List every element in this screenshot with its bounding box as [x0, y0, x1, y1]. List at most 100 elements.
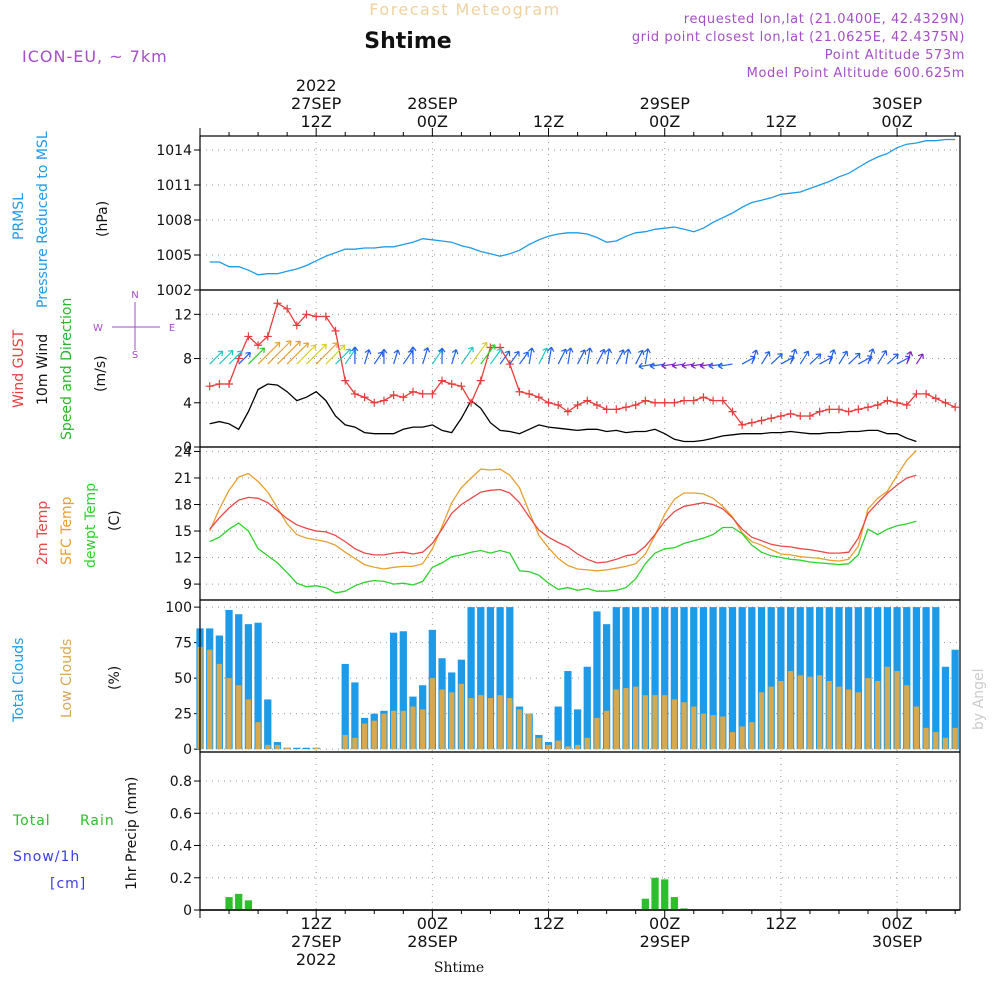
low-clouds-bar: [710, 715, 716, 750]
bottom-time-label: 2022: [296, 950, 337, 969]
low-clouds-bar: [623, 688, 629, 750]
panel-frame: [199, 751, 961, 911]
gust-marker: [312, 312, 321, 321]
wind-direction-arrow: [649, 362, 665, 370]
y-tick-label: 0.6: [170, 806, 192, 822]
wind-direction-arrow: [238, 351, 251, 365]
low-clouds-bar: [768, 686, 774, 750]
total-clouds-bar: [728, 607, 737, 750]
footer-location: Shtime: [434, 960, 484, 976]
low-clouds-bar: [846, 689, 852, 750]
location-title: Shtime: [364, 29, 451, 54]
low-clouds-bar: [420, 709, 426, 750]
gust-marker: [747, 418, 756, 427]
wind-direction-arrow: [209, 350, 224, 365]
total-clouds-label: Total Clouds: [11, 638, 27, 723]
wind-direction-arrow: [364, 349, 372, 365]
low-clouds-bar: [361, 723, 368, 750]
low-clouds-bar: [565, 746, 571, 750]
low-clouds-bar: [865, 678, 871, 750]
y-tick-label: 4: [183, 396, 192, 412]
wind-direction-arrow: [470, 341, 488, 365]
y-tick-label: 1008: [156, 213, 192, 229]
top-time-label: 28SEP: [407, 94, 458, 113]
panel-frame: [199, 289, 961, 448]
total-clouds-bar: [767, 607, 775, 750]
wind-direction-arrow: [325, 344, 346, 365]
wind-direction-arrow: [380, 348, 388, 365]
top-time-label: 2022: [296, 76, 337, 95]
low-clouds-bar: [245, 699, 252, 750]
rain-bar: [235, 893, 243, 910]
low-clouds-bar: [797, 675, 803, 750]
low-clouds-bar: [574, 744, 581, 750]
wind-direction-arrow: [267, 340, 292, 365]
compass: N S W E: [93, 290, 175, 361]
wind-direction-arrow: [499, 350, 511, 365]
low-clouds-bar: [516, 709, 523, 750]
bottom-time-label: 29SEP: [640, 932, 691, 951]
gust-marker: [225, 379, 234, 388]
gust-marker: [922, 389, 931, 398]
y-tick-label: 1014: [156, 143, 192, 159]
gust-marker: [883, 396, 892, 405]
top-time-label: 30SEP: [872, 94, 923, 113]
gust-marker: [767, 414, 776, 423]
total-clouds-bar: [235, 614, 243, 750]
gust-marker: [379, 396, 388, 405]
wind-direction-arrow: [566, 347, 574, 365]
gust-marker: [834, 405, 843, 414]
total-clouds-bar: [912, 607, 921, 750]
gust-marker: [525, 389, 534, 398]
y-tick-label: 1011: [156, 178, 192, 194]
low-clouds-bar: [603, 710, 610, 750]
y-tick-label: 0: [183, 742, 192, 758]
compass-n: N: [131, 290, 138, 301]
gust-marker: [476, 376, 485, 385]
top-time-label: 12Z: [765, 112, 796, 131]
low-clouds-bar: [720, 716, 726, 750]
gust-marker: [467, 398, 476, 407]
wind-direction-arrow: [373, 351, 384, 365]
rain-bar: [670, 897, 679, 910]
low-clouds-bar: [671, 699, 678, 750]
wind-direction-arrow: [451, 349, 459, 365]
low-clouds-bar: [429, 678, 435, 750]
total-clouds-bar: [709, 607, 717, 750]
wind-direction-arrow: [480, 344, 496, 365]
y-tick-label: 0.2: [170, 871, 192, 887]
low-clouds-bar: [884, 666, 891, 750]
y-tick-label: 0.8: [170, 774, 192, 790]
gust-marker: [718, 396, 727, 405]
total-clouds-bar: [835, 607, 843, 750]
low-clouds-bar: [952, 727, 958, 750]
gust-marker: [273, 299, 282, 308]
wind-direction-arrow: [848, 352, 861, 365]
gust-marker: [776, 412, 785, 421]
gust-marker: [505, 360, 514, 369]
y-tick-label: 75: [174, 636, 192, 652]
y-tick-label: 1002: [156, 283, 192, 299]
wind-direction-arrow: [489, 348, 503, 365]
wind-direction-arrow: [635, 349, 645, 365]
low-clouds-bar: [342, 734, 348, 750]
low-clouds-bar: [855, 692, 861, 750]
low-clouds-bar: [826, 680, 832, 750]
wind-direction-arrow: [460, 346, 474, 365]
low-clouds-bar: [391, 710, 397, 750]
rain-bar: [641, 898, 649, 910]
y-tick-label: 25: [174, 707, 192, 723]
bottom-time-label: 12Z: [533, 914, 564, 933]
low-clouds-bar: [778, 680, 784, 750]
total-clouds-bar: [583, 666, 591, 750]
top-time-label: 27SEP: [291, 94, 342, 113]
wind-direction-arrow: [867, 348, 876, 365]
total-clouds-bar: [341, 663, 349, 750]
gust-marker: [651, 398, 660, 407]
top-time-label: 12Z: [533, 112, 564, 131]
low-clouds-bar: [352, 737, 358, 750]
wind-direction-arrow: [351, 346, 359, 365]
total-clouds-bar: [486, 607, 495, 750]
dewpt-line: [209, 520, 917, 594]
temp2m-label: 2m Temp: [35, 501, 51, 565]
